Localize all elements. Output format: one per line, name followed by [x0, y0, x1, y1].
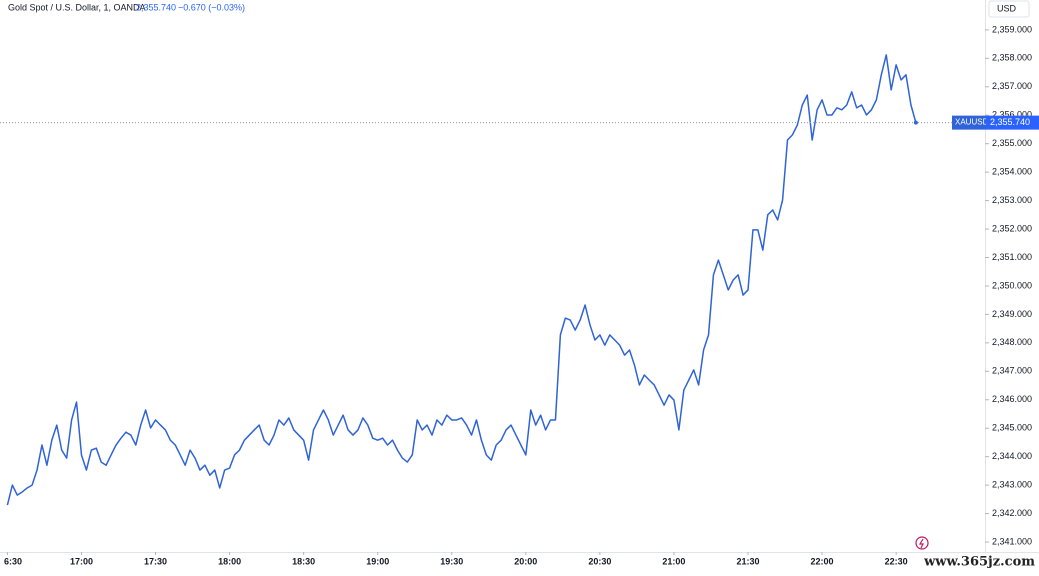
y-tick-label: 2,344.000 [992, 451, 1032, 461]
y-tick-label: 2,354.000 [992, 167, 1032, 177]
x-tick-label: 19:00 [366, 556, 389, 566]
x-tick-label: 18:30 [292, 556, 315, 566]
y-tick-label: 2,355.000 [992, 138, 1032, 148]
last-price-bg [986, 115, 1039, 130]
y-tick-label: 2,349.000 [992, 309, 1032, 319]
x-tick-label: 21:00 [662, 556, 685, 566]
x-tick-label: 22:00 [811, 556, 834, 566]
y-tick-label: 2,348.000 [992, 337, 1032, 347]
x-tick-label: 18:00 [218, 556, 241, 566]
x-tick-label: 6:30 [4, 556, 22, 566]
currency[interactable]: USD [997, 3, 1017, 13]
plot-area: 2,341.000 2,342.000 2,343.000 2,344.000 2,34… [0, 24, 1032, 566]
symbol-label-bg [952, 115, 986, 130]
y-tick-label: 2,352.000 [992, 223, 1032, 233]
x-tick-label: 17:00 [70, 556, 93, 566]
price-line [6, 54, 917, 506]
x-tick-label: 17:30 [144, 556, 167, 566]
y-tick-label: 2,342.000 [992, 508, 1032, 518]
currency-button[interactable] [988, 0, 1030, 18]
last-price-label: 2,355.740 [990, 117, 1030, 127]
y-tick-label: 2,351.000 [992, 252, 1032, 262]
chart-title: Gold Spot / U.S. Dollar, 1, OANDA [8, 2, 146, 12]
watermark: www.365jz.com [923, 555, 1035, 570]
y-tick-label: 2,359.000 [992, 24, 1032, 34]
x-tick-label: 20:30 [588, 556, 611, 566]
x-tick-label: 21:30 [736, 556, 759, 566]
y-tick-label: 2,347.000 [992, 366, 1032, 376]
y-tick-label: 2,343.000 [992, 480, 1032, 490]
y-tick-label: 2,357.000 [992, 81, 1032, 91]
symbol-label: XAUUSD [955, 118, 989, 127]
y-tick-label: 2,345.000 [992, 423, 1032, 433]
x-tick-label: 20:00 [514, 556, 537, 566]
x-tick-label: 19:30 [440, 556, 463, 566]
y-tick-label: 2,353.000 [992, 195, 1032, 205]
lightning-icon[interactable] [915, 536, 929, 550]
y-tick-label: 2,358.000 [992, 53, 1032, 63]
y-tick-label: 2,341.000 [992, 536, 1032, 546]
y-tick-label: 2,350.000 [992, 280, 1032, 290]
header-change: −0.670 (−0.03%) [178, 2, 245, 12]
y-tick-label: 2,356.000 [992, 110, 1032, 120]
last-point [913, 120, 918, 125]
header-price: 2,355.740 [136, 2, 176, 12]
x-tick-label: 22:30 [885, 556, 908, 566]
y-tick-label: 2,346.000 [992, 394, 1032, 404]
